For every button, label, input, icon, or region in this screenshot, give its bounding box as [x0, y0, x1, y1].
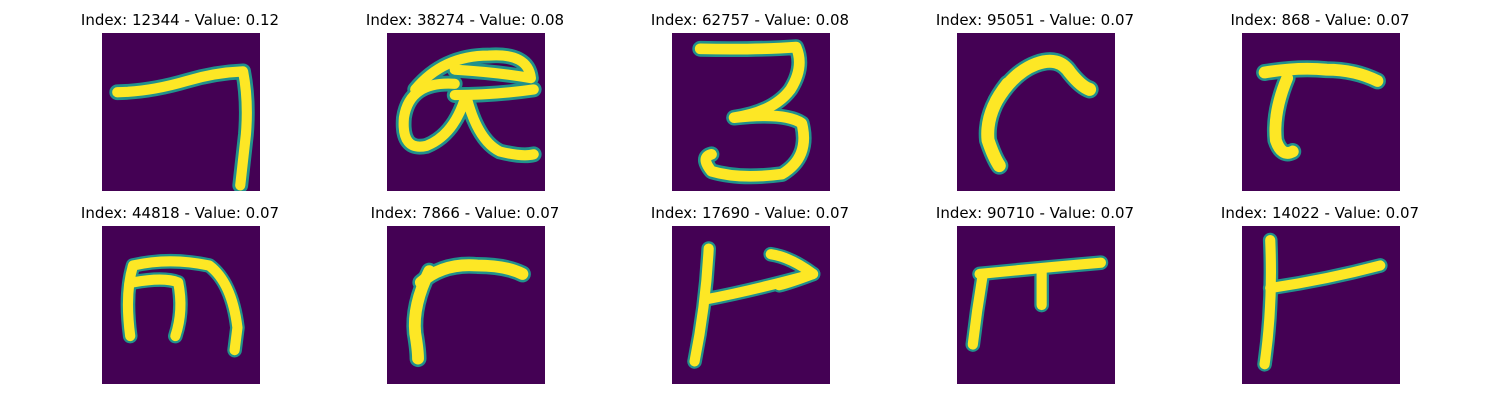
- digit-image-9: [957, 226, 1115, 384]
- panel-title-3: Index: 62757 - Value: 0.08: [650, 11, 850, 29]
- digit-image-8: [672, 226, 830, 384]
- panel-title-10: Index: 14022 - Value: 0.07: [1220, 204, 1420, 222]
- digit-image-1: [102, 33, 260, 191]
- digit-image-4: [957, 33, 1115, 191]
- panel-title-4: Index: 95051 - Value: 0.07: [935, 11, 1135, 29]
- panel-6: Index: 44818 - Value: 0.07: [45, 203, 315, 393]
- panel-4: Index: 95051 - Value: 0.07: [900, 10, 1170, 200]
- panel-title-6: Index: 44818 - Value: 0.07: [80, 204, 280, 222]
- panel-1: Index: 12344 - Value: 0.12: [45, 10, 315, 200]
- panel-9: Index: 90710 - Value: 0.07: [900, 203, 1170, 393]
- panel-2: Index: 38274 - Value: 0.08: [330, 10, 600, 200]
- digit-image-2: [387, 33, 545, 191]
- digit-image-6: [102, 226, 260, 384]
- panel-title-9: Index: 90710 - Value: 0.07: [935, 204, 1135, 222]
- panel-title-2: Index: 38274 - Value: 0.08: [365, 11, 565, 29]
- digit-image-10: [1242, 226, 1400, 384]
- panel-10: Index: 14022 - Value: 0.07: [1185, 203, 1455, 393]
- digit-image-3: [672, 33, 830, 191]
- panel-title-7: Index: 7866 - Value: 0.07: [370, 204, 560, 222]
- panel-title-1: Index: 12344 - Value: 0.12: [80, 11, 280, 29]
- panel-5: Index: 868 - Value: 0.07: [1185, 10, 1455, 200]
- panel-title-5: Index: 868 - Value: 0.07: [1230, 11, 1410, 29]
- digit-image-5: [1242, 33, 1400, 191]
- panel-3: Index: 62757 - Value: 0.08: [615, 10, 885, 200]
- panel-7: Index: 7866 - Value: 0.07: [330, 203, 600, 393]
- panel-8: Index: 17690 - Value: 0.07: [615, 203, 885, 393]
- digit-image-7: [387, 226, 545, 384]
- panel-title-8: Index: 17690 - Value: 0.07: [650, 204, 850, 222]
